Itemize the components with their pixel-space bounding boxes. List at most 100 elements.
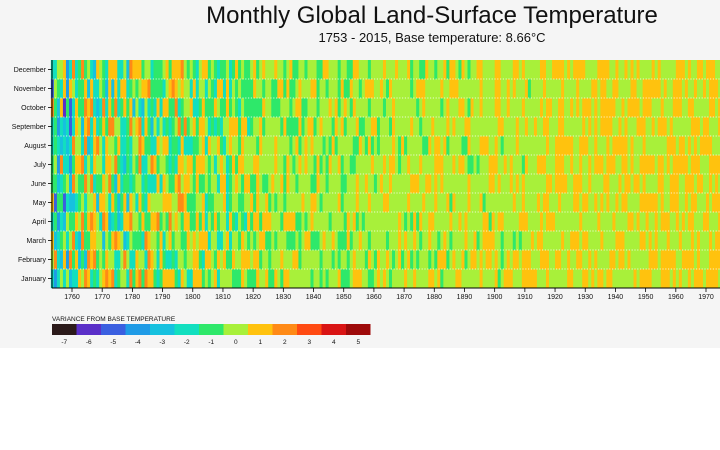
heatmap-cell	[126, 174, 130, 194]
heatmap-cell	[485, 155, 490, 175]
heatmap-cell	[455, 117, 459, 137]
legend-swatch	[52, 324, 77, 335]
heatmap-cell	[96, 155, 100, 175]
heatmap-cell	[153, 231, 157, 251]
heatmap-cell	[295, 98, 299, 118]
heatmap-cell	[503, 79, 508, 99]
heatmap-cell	[75, 212, 79, 232]
heatmap-cell	[186, 136, 191, 156]
heatmap-cell	[241, 174, 245, 194]
heatmap-cell	[657, 136, 662, 156]
heatmap-cell	[159, 98, 163, 118]
heatmap-cell	[192, 60, 197, 80]
heatmap-cell	[687, 79, 692, 99]
heatmap-cell	[449, 212, 453, 232]
heatmap-cell	[422, 60, 426, 80]
y-tick-label: September	[12, 124, 47, 131]
heatmap-cell	[132, 79, 136, 99]
heatmap-cell	[509, 174, 514, 194]
heatmap-cell	[687, 136, 692, 156]
heatmap-cell	[204, 212, 209, 232]
heatmap-cell	[59, 60, 64, 80]
heatmap-cell	[256, 193, 260, 213]
heatmap-cell	[259, 212, 263, 232]
heatmap-cell	[545, 174, 550, 194]
heatmap-cell	[232, 136, 236, 156]
heatmap-cell	[479, 117, 483, 137]
heatmap-cell	[712, 60, 716, 80]
heatmap-cell	[639, 193, 643, 213]
heatmap-cell	[349, 79, 354, 99]
heatmap-cell	[334, 212, 339, 232]
heatmap-cell	[461, 117, 465, 137]
heatmap-cell	[699, 60, 704, 80]
heatmap-cell	[437, 60, 441, 80]
heatmap-cell	[111, 250, 115, 270]
heatmap-cell	[183, 250, 188, 270]
heatmap-cell	[126, 117, 130, 137]
heatmap-cell	[627, 212, 631, 232]
heatmap-cell	[395, 231, 399, 251]
heatmap-cell	[434, 117, 438, 137]
heatmap-cell	[171, 155, 176, 175]
legend-tick-label: -4	[135, 339, 141, 346]
heatmap-cell	[506, 231, 511, 251]
heatmap-cell	[262, 231, 266, 251]
heatmap-cell	[216, 155, 221, 175]
heatmap-cell	[533, 212, 538, 232]
heatmap-cell	[250, 98, 254, 118]
heatmap-cell	[530, 136, 535, 156]
heatmap-cell	[355, 117, 360, 137]
heatmap-cell	[533, 193, 538, 213]
heatmap-cell	[225, 155, 230, 175]
heatmap-cell	[78, 155, 82, 175]
heatmap-cell	[681, 79, 686, 99]
heatmap-cell	[126, 98, 130, 118]
heatmap-cell	[515, 193, 520, 213]
heatmap-cell	[570, 117, 574, 137]
heatmap-cell	[319, 79, 323, 99]
heatmap-cell	[126, 60, 130, 80]
heatmap-cell	[576, 193, 580, 213]
heatmap-cell	[78, 250, 82, 270]
heatmap-cell	[289, 98, 293, 118]
heatmap-cell	[512, 193, 517, 213]
heatmap-cell	[696, 136, 701, 156]
heatmap-cell	[225, 212, 230, 232]
heatmap-cell	[675, 79, 680, 99]
heatmap-cell	[401, 193, 405, 213]
heatmap-cell	[316, 60, 320, 80]
heatmap-cell	[425, 60, 429, 80]
heatmap-cell	[488, 193, 493, 213]
heatmap-cell	[53, 79, 58, 99]
heatmap-cell	[545, 79, 550, 99]
heatmap-cell	[618, 231, 622, 251]
heatmap-cell	[630, 98, 634, 118]
heatmap-cell	[256, 136, 260, 156]
heatmap-cell	[213, 136, 218, 156]
heatmap-cell	[712, 212, 716, 232]
heatmap-cell	[259, 98, 263, 118]
heatmap-cell	[201, 269, 206, 289]
heatmap-cell	[346, 231, 351, 251]
heatmap-cell	[690, 231, 695, 251]
heatmap-cell	[156, 60, 160, 80]
heatmap-cell	[334, 98, 339, 118]
heatmap-cell	[241, 250, 245, 270]
heatmap-cell	[307, 60, 311, 80]
heatmap-cell	[373, 136, 378, 156]
heatmap-cell	[536, 212, 541, 232]
heatmap-cell	[150, 136, 154, 156]
heatmap-cell	[609, 269, 613, 289]
heatmap-cell	[50, 193, 55, 213]
heatmap-cell	[213, 98, 218, 118]
heatmap-cell	[527, 79, 532, 99]
heatmap-cell	[90, 79, 94, 99]
heatmap-cell	[340, 250, 345, 270]
heatmap-cell	[461, 250, 465, 270]
heatmap-cell	[392, 212, 396, 232]
heatmap-cell	[304, 231, 308, 251]
heatmap-cell	[337, 212, 342, 232]
heatmap-cell	[690, 212, 695, 232]
heatmap-cell	[389, 212, 393, 232]
